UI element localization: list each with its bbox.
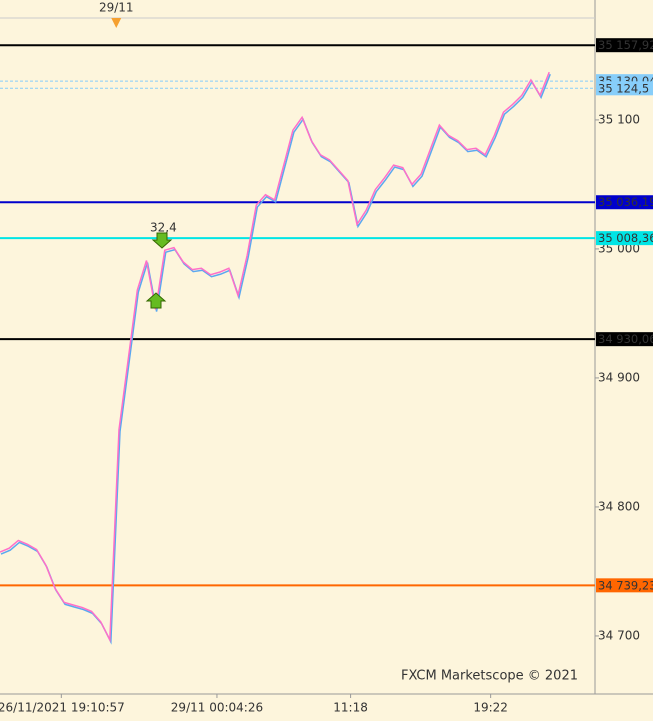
level-box	[596, 332, 653, 347]
annotation: 32,4	[150, 221, 177, 235]
watermark: FXCM Marketscope © 2021	[401, 669, 578, 684]
top-marker-label: 29/11	[99, 1, 134, 15]
level-box	[596, 578, 653, 593]
x-tick-label: 11:18	[333, 701, 368, 715]
buy-arrow	[145, 292, 167, 309]
level-label: 35 036,19	[598, 195, 653, 209]
x-tick-label: 29/11 00:04:26	[171, 701, 263, 715]
top-marker	[111, 18, 122, 28]
y-tick-label: 34 700	[598, 628, 640, 642]
level-label: 34 930,06	[598, 332, 653, 346]
x-tick-label: 26/11/2021 19:10:57	[0, 701, 125, 715]
y-tick-label: 34 900	[598, 370, 640, 384]
level-label: 35 157,92	[598, 38, 653, 52]
level-box	[596, 81, 653, 96]
sell-arrow	[151, 232, 173, 249]
level-label: 34 739,23	[598, 578, 653, 592]
level-box	[596, 195, 653, 210]
level-label: 35 124,5	[598, 81, 649, 95]
y-tick-label: 34 800	[598, 499, 640, 513]
price-line	[0, 71, 550, 643]
y-tick-label: 35 100	[598, 112, 640, 126]
level-box	[596, 231, 653, 246]
level-box	[596, 38, 653, 53]
level-label: 35 008,36	[598, 231, 653, 245]
x-tick-label: 19:22	[473, 701, 508, 715]
